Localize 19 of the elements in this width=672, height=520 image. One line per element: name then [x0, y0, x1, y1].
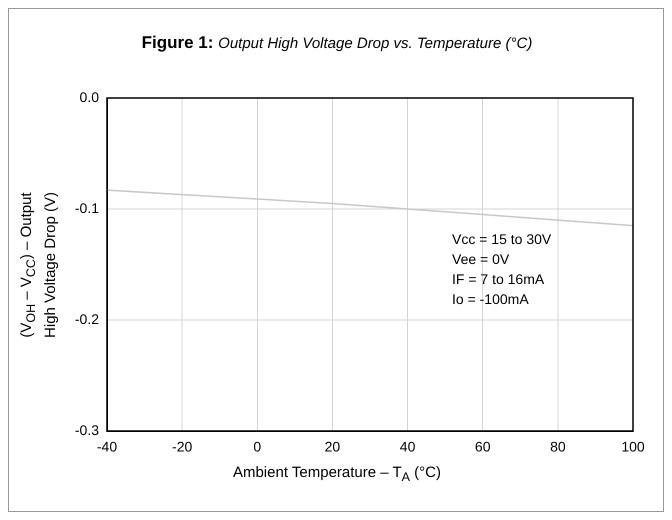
y-tick-label: 0.0 [80, 88, 100, 105]
y-tick-label: -0.1 [74, 200, 100, 216]
x-axis-title: Ambient Temperature – T$_{A}$ (°C) [232, 464, 442, 484]
x-tick-label: 20 [324, 438, 340, 454]
y-tick-label: -0.2 [74, 310, 100, 327]
chart-title: Figure 1: [142, 33, 214, 52]
annotation: Vee = 0V [452, 250, 510, 269]
y-tick-label: -0.3 [74, 422, 100, 438]
x-tick-label: 80 [550, 438, 566, 454]
x-tick-label: 40 [400, 438, 416, 454]
annotation: IF = 7 to 16mA [452, 270, 546, 289]
x-tick-label: 100 [621, 438, 645, 454]
x-tick-label: -20 [172, 438, 192, 454]
annotation: Io = -100mA [452, 290, 530, 309]
x-tick-label: 0 [253, 438, 262, 454]
chart-subtitle: Output High Voltage Drop vs. Temperature (°C) [218, 35, 532, 52]
x-tick-label: -40 [96, 438, 118, 454]
annotation: Vcc = 15 to 30V [452, 230, 552, 249]
x-tick-label: 60 [474, 438, 491, 454]
